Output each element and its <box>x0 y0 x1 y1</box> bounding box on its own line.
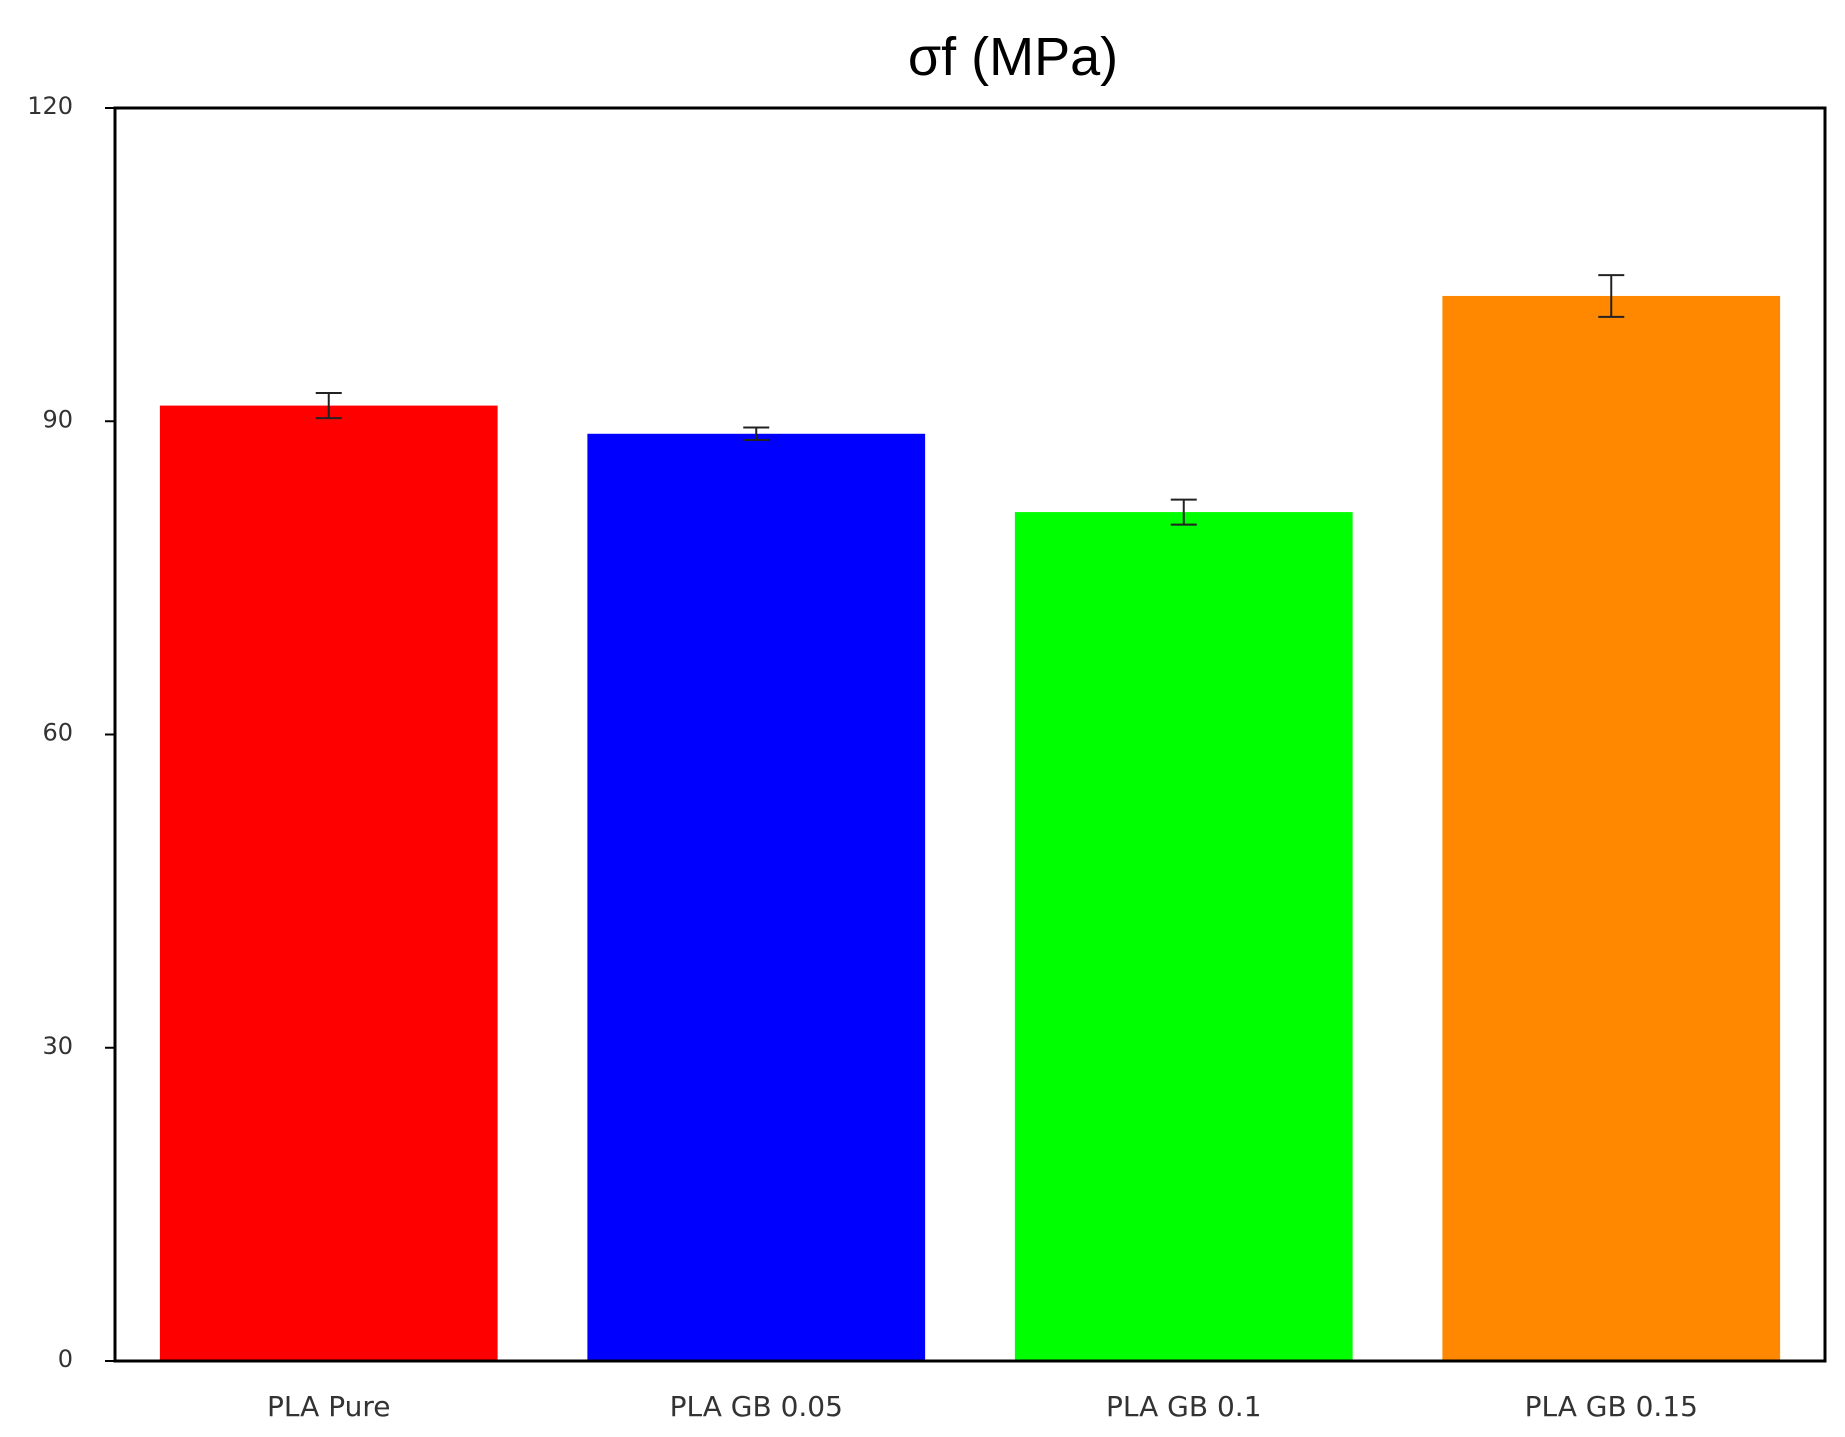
x-tick-label: PLA GB 0.1 <box>1106 1390 1262 1423</box>
error-bar <box>315 392 342 420</box>
error-bar <box>1170 498 1197 526</box>
x-tick-label: PLA Pure <box>267 1390 390 1423</box>
error-bar <box>1598 274 1625 318</box>
bar-pla-gb-0-1 <box>1014 512 1353 1361</box>
x-axis-labels: PLA Pure PLA GB 0.05 PLA GB 0.1 PLA GB 0.15 <box>267 1390 1698 1423</box>
y-tick-label: 60 <box>42 719 73 747</box>
y-tick-label: 120 <box>27 92 73 120</box>
y-tick-label: 30 <box>42 1032 73 1060</box>
bar-pla-gb-0-15 <box>1442 295 1781 1362</box>
y-tick-label: 0 <box>58 1345 73 1373</box>
plot-area-frame <box>113 106 1827 1363</box>
bar-pla-gb-0-05 <box>587 433 926 1361</box>
bar-pla-pure <box>159 405 498 1361</box>
bars-group <box>159 295 1781 1362</box>
error-bar <box>743 426 770 442</box>
y-tick-label: 90 <box>42 405 73 433</box>
y-axis-ticks: 0 30 60 90 120 <box>27 92 115 1373</box>
x-tick-label: PLA GB 0.05 <box>670 1390 843 1423</box>
x-tick-label: PLA GB 0.15 <box>1525 1390 1698 1423</box>
chart-title: σf (MPa) <box>908 27 1118 87</box>
error-bars-group <box>315 274 1625 526</box>
